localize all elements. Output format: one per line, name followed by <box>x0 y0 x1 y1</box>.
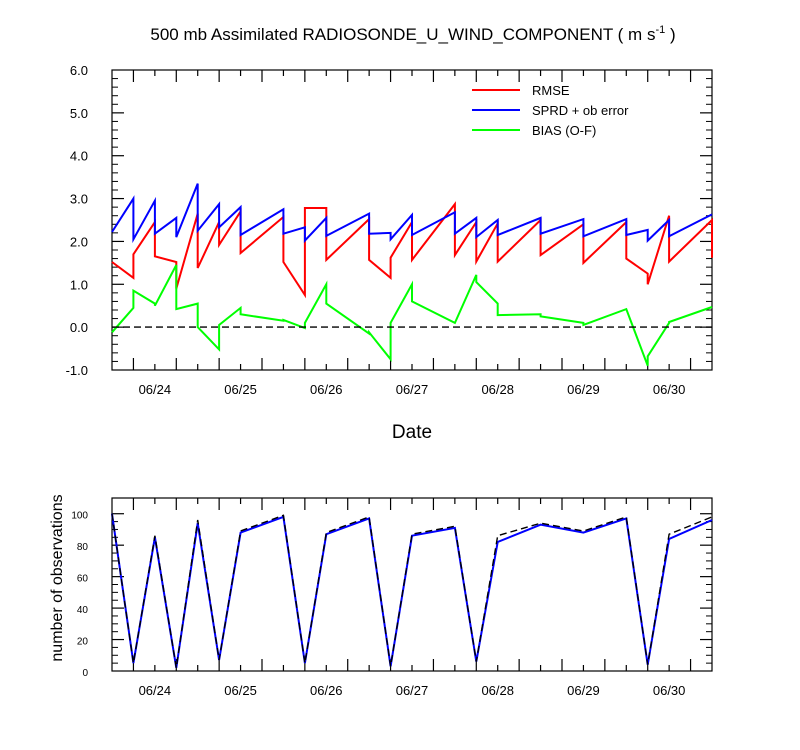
legend-label: BIAS (O-F) <box>532 123 596 138</box>
x-tick-label: 06/26 <box>310 382 343 397</box>
y-tick-label: 20 <box>77 637 89 648</box>
y-tick-label: 6.0 <box>70 63 88 78</box>
y-tick-label: -1.0 <box>66 363 88 378</box>
x-tick-label: 06/26 <box>310 683 343 698</box>
series-line-bias-o-f <box>111 264 713 367</box>
x-tick-label: 06/24 <box>139 683 172 698</box>
x-tick-label: 06/30 <box>653 683 686 698</box>
chart-title: 500 mb Assimilated RADIOSONDE_U_WIND_COM… <box>150 24 675 44</box>
x-tick-label: 06/25 <box>224 683 257 698</box>
x-tick-label: 06/28 <box>481 382 514 397</box>
y-tick-label: 0.0 <box>70 320 88 335</box>
legend-label: RMSE <box>532 83 570 98</box>
y-tick-label: 40 <box>77 605 89 616</box>
y-tick-label: 80 <box>77 542 89 553</box>
x-tick-label: 06/28 <box>481 683 514 698</box>
y-tick-label: 5.0 <box>70 106 88 121</box>
y-tick-label: 0 <box>82 668 88 679</box>
observations-chart: 0 20 40 60 80 100 06/24 06/25 06/26 06/27 06/28 06… <box>71 497 713 698</box>
legend-label: SPRD + ob error <box>532 103 629 118</box>
x-tick-label: 06/29 <box>567 683 600 698</box>
y-tick-label: 60 <box>77 574 89 585</box>
y-tick-label: 3.0 <box>70 192 88 207</box>
y-tick-label: 100 <box>71 511 88 522</box>
series-line-sprd-ob-error <box>111 183 713 244</box>
x-tick-label: 06/29 <box>567 382 600 397</box>
x-axis-label: Date <box>392 422 432 443</box>
x-tick-label: 06/27 <box>396 683 429 698</box>
plot-frame <box>111 497 713 672</box>
series-line-total <box>111 513 713 669</box>
y-axis-label: number of observations <box>49 494 66 661</box>
legend: RMSE SPRD + ob error BIAS (O-F) <box>472 83 629 138</box>
y-tick-label: 2.0 <box>70 234 88 249</box>
y-tick-label: 1.0 <box>70 277 88 292</box>
y-tick-label: 4.0 <box>70 149 88 164</box>
x-tick-label: 06/30 <box>653 382 686 397</box>
x-tick-label: 06/25 <box>224 382 257 397</box>
x-tick-label: 06/24 <box>139 382 172 397</box>
rmse-chart: -1.0 0.0 1.0 2.0 3.0 4.0 5.0 6.0 06/24 06/25 06/2… <box>66 63 713 397</box>
x-tick-label: 06/27 <box>396 382 429 397</box>
